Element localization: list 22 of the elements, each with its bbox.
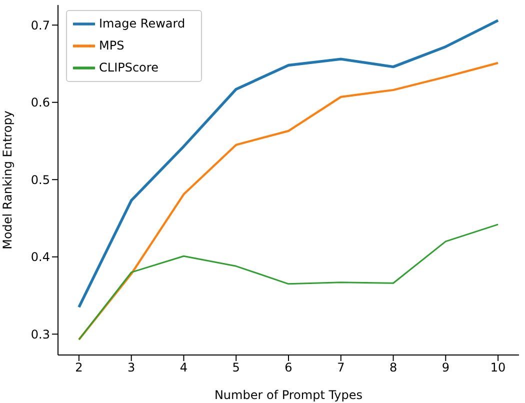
legend-label: CLIPScore (99, 60, 158, 74)
x-tick-label: 5 (232, 360, 240, 375)
x-tick-label: 10 (490, 360, 506, 375)
legend-label: Image Reward (99, 16, 186, 30)
y-tick-label: 0.3 (30, 327, 50, 342)
x-tick-label: 3 (128, 360, 136, 375)
x-tick-label: 4 (180, 360, 188, 375)
x-tick-label: 9 (442, 360, 450, 375)
x-tick-label: 8 (389, 360, 398, 375)
legend-label: MPS (99, 38, 124, 52)
line-series (78, 62, 500, 341)
line-series (78, 224, 499, 340)
y-axis-title: Model Ranking Entropy (0, 110, 14, 250)
y-tick-label: 0.4 (30, 250, 50, 264)
x-axis-title: Number of Prompt Types (214, 388, 363, 402)
x-tick-label: 6 (284, 360, 292, 375)
y-tick-label: 0.6 (30, 96, 50, 110)
y-tick-label: 0.7 (30, 18, 50, 32)
x-tick-label: 7 (337, 360, 345, 375)
line-series (78, 19, 500, 308)
x-tick-label: 2 (75, 360, 83, 375)
y-tick-label: 0.5 (30, 172, 50, 187)
